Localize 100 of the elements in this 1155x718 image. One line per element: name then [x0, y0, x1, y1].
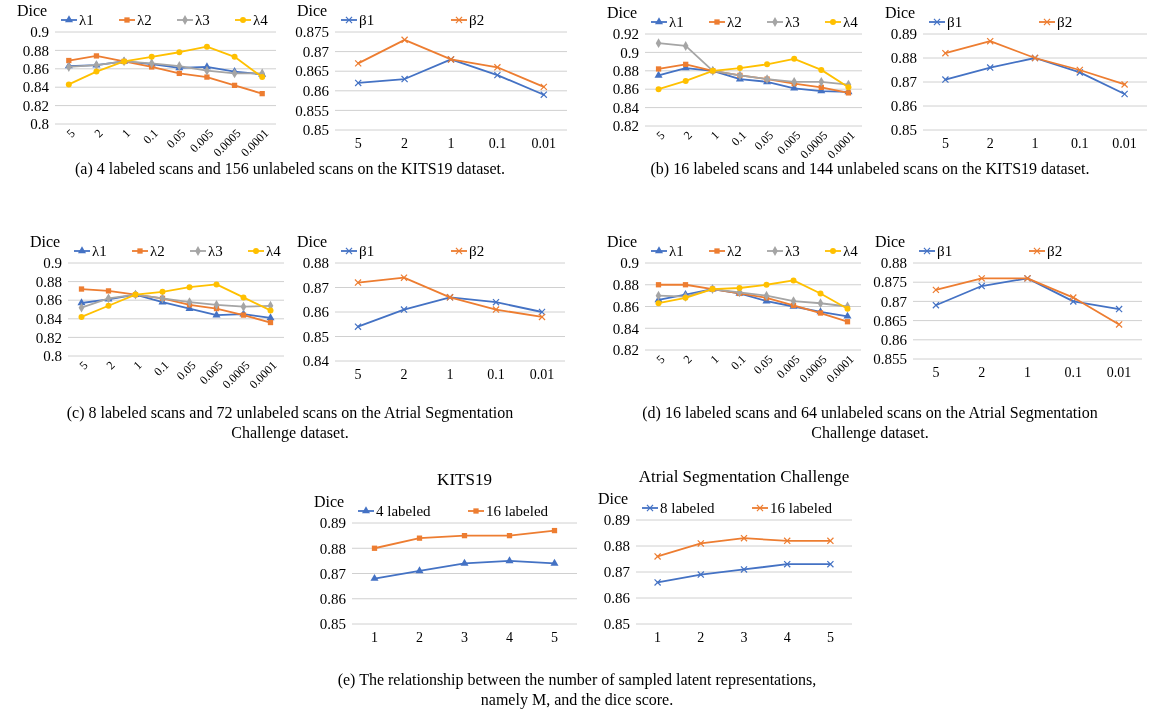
y-tick-label: 0.855 [295, 102, 329, 119]
x-tick-label: 1 [119, 126, 134, 141]
legend-label: λ1 [669, 243, 684, 260]
x-tick-label: 5 [354, 136, 362, 151]
y-axis-title: Dice [598, 490, 629, 507]
y-axis-title: Dice [607, 233, 638, 250]
x-tick-label: 1 [446, 367, 454, 382]
y-tick-label: 0.875 [873, 274, 907, 291]
legend-label: β2 [469, 243, 485, 260]
x-tick-label: 0.05 [163, 126, 189, 151]
y-tick-label: 0.86 [302, 83, 330, 100]
x-tick-label: 2 [103, 358, 118, 373]
legend-label: β1 [359, 12, 375, 29]
y-tick-label: 0.8 [43, 348, 62, 365]
y-tick-label: 0.84 [612, 99, 640, 116]
y-tick-label: 0.86 [612, 298, 640, 315]
x-tick-label: 1 [371, 630, 378, 645]
x-tick-label: 0.1 [1064, 365, 1083, 380]
y-axis-title: Dice [314, 493, 345, 510]
x-tick-label: 5 [653, 128, 668, 143]
y-axis-title: Dice [885, 4, 916, 21]
y-tick-label: 0.84 [302, 353, 330, 370]
text: (d) 16 labeled scans and 64 unlabeled scans on the Atrial Segmentation Challenge dataset. [642, 404, 1098, 442]
x-tick-label: 0.1 [487, 367, 505, 382]
y-axis-title: Dice [297, 233, 328, 250]
x-tick-label: 2 [680, 128, 695, 143]
legend-label: β1 [359, 243, 375, 260]
y-tick-label: 0.87 [890, 74, 918, 91]
legend-label: λ3 [208, 243, 223, 260]
x-tick-label: 5 [76, 358, 91, 373]
y-tick-label: 0.84 [612, 320, 640, 337]
legend-label: λ4 [843, 14, 859, 31]
y-tick-label: 0.88 [302, 255, 329, 272]
y-tick-label: 0.88 [890, 50, 917, 67]
y-tick-label: 0.86 [22, 61, 50, 78]
y-tick-label: 0.86 [603, 590, 631, 607]
x-tick-label: 0.01 [531, 136, 557, 151]
y-tick-label: 0.82 [612, 118, 639, 135]
text: (b) 16 labeled scans and 144 unlabeled scans on the KITS19 dataset. [650, 160, 1090, 178]
x-tick-label: 0.05 [751, 128, 777, 153]
x-tick-label: 0.1 [728, 128, 750, 149]
text: (e) The relationship between the number of sampled latent representations, namely M, and the dice score. [337, 671, 817, 709]
legend-label: β1 [947, 14, 963, 31]
y-tick-label: 0.85 [302, 328, 329, 345]
y-tick-label: 0.84 [35, 311, 63, 328]
y-axis-title: Dice [297, 2, 328, 19]
x-tick-label: 1 [707, 128, 722, 143]
legend-label: β2 [469, 12, 485, 29]
y-tick-label: 0.82 [612, 342, 639, 359]
x-tick-label: 3 [740, 630, 748, 645]
x-tick-label: 1 [130, 358, 145, 373]
x-tick-label: 2 [978, 365, 986, 380]
y-tick-label: 0.84 [22, 79, 50, 96]
y-tick-label: 0.82 [35, 329, 62, 346]
y-tick-label: 0.89 [319, 515, 346, 532]
legend-label: 4 labeled [376, 503, 432, 520]
x-tick-label: 1 [1031, 136, 1039, 151]
x-tick-label: 0.01 [1112, 136, 1137, 151]
x-tick-label: 4 [506, 630, 513, 645]
legend-label: λ4 [253, 12, 269, 29]
y-tick-label: 0.865 [295, 63, 329, 80]
y-tick-label: 0.86 [880, 332, 908, 349]
legend-label: β2 [1057, 14, 1073, 31]
x-tick-label: 0.1 [728, 352, 749, 373]
y-tick-label: 0.82 [22, 97, 49, 114]
x-tick-label: 3 [461, 630, 468, 645]
y-tick-label: 0.92 [612, 26, 639, 43]
x-tick-label: 5 [826, 630, 834, 645]
y-tick-label: 0.88 [22, 42, 49, 59]
legend-label: 8 labeled [660, 500, 716, 517]
y-axis-title: Dice [875, 233, 906, 250]
y-axis-title: Dice [30, 233, 61, 250]
y-tick-label: 0.88 [35, 273, 62, 290]
x-tick-label: 0.1 [140, 126, 161, 147]
y-tick-label: 0.86 [890, 98, 918, 115]
x-tick-label: 1 [447, 136, 455, 151]
y-tick-label: 0.865 [873, 312, 907, 329]
y-tick-label: 0.875 [295, 24, 329, 41]
y-tick-label: 0.86 [319, 591, 347, 607]
y-axis-title: Dice [607, 4, 638, 21]
x-tick-label: 2 [986, 136, 994, 151]
x-tick-label: 4 [783, 630, 791, 645]
x-tick-label: 0.01 [529, 367, 555, 382]
x-tick-label: 5 [63, 126, 78, 141]
text: (c) 8 labeled scans and 72 unlabeled scans on the Atrial Segmentation Challenge dataset. [66, 404, 514, 442]
x-tick-label: 5 [354, 367, 362, 382]
y-tick-label: 0.85 [603, 616, 630, 633]
y-tick-label: 0.85 [302, 122, 329, 139]
y-tick-label: 0.87 [603, 564, 631, 581]
legend-label: λ4 [843, 243, 859, 260]
y-tick-label: 0.88 [612, 277, 639, 293]
y-tick-label: 0.86 [612, 81, 640, 98]
y-tick-label: 0.85 [890, 122, 917, 139]
x-tick-label: 0.01 [1106, 365, 1132, 380]
text: (a) 4 labeled scans and 156 unlabeled scans on the KITS19 dataset. [74, 160, 506, 178]
y-tick-label: 0.9 [30, 24, 49, 41]
x-tick-label: 2 [416, 630, 423, 645]
y-tick-label: 0.86 [35, 292, 63, 309]
x-tick-label: 1 [654, 630, 662, 645]
x-tick-label: 2 [400, 367, 408, 382]
